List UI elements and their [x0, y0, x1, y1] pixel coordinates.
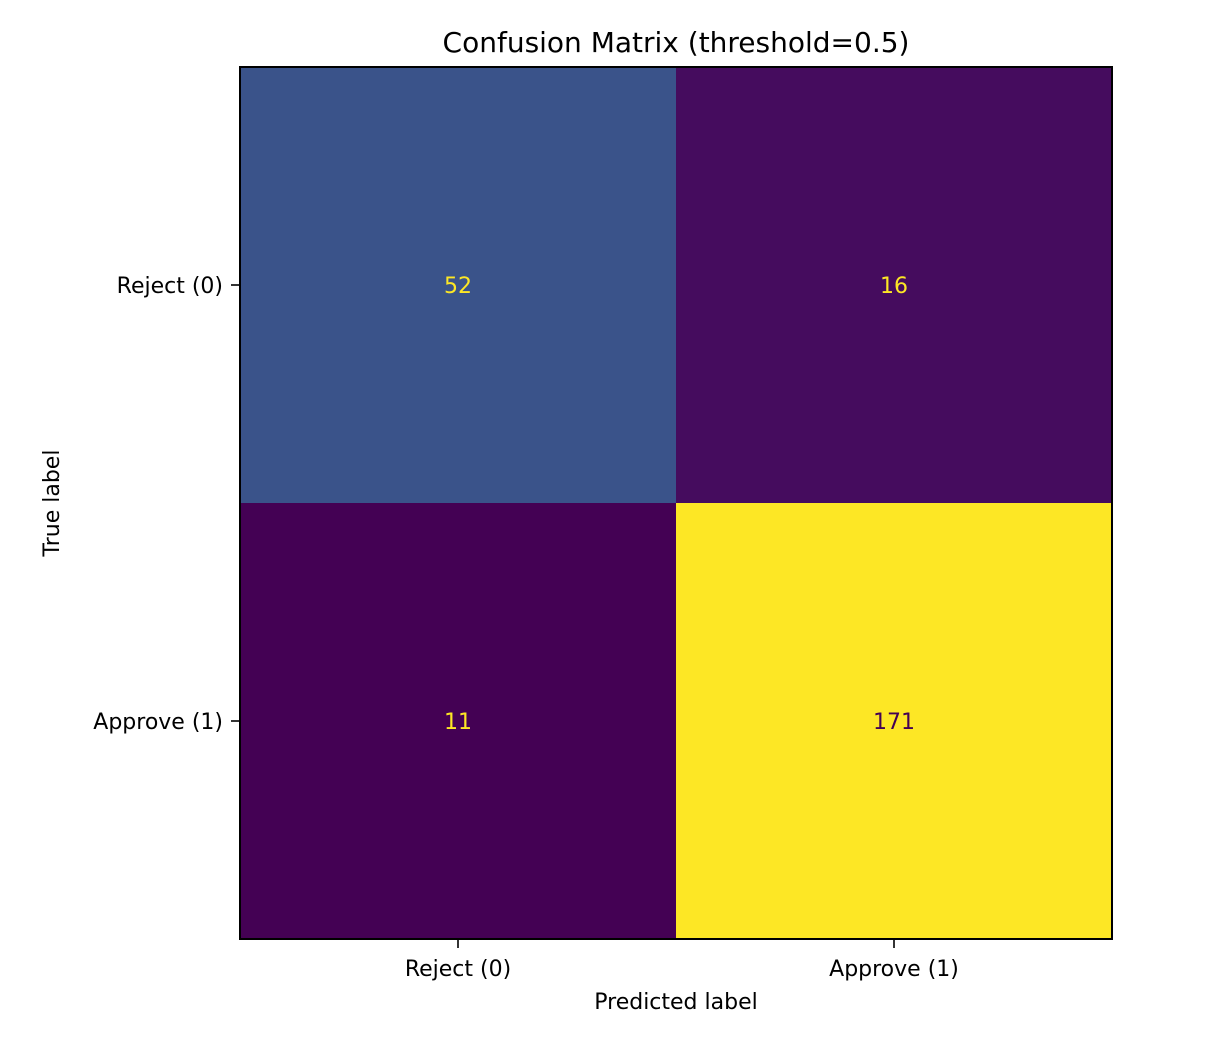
cell-value-label-r1-c0: 11 — [444, 710, 472, 735]
heatmap-cell-r1-c1 — [676, 503, 1113, 940]
heatmap-cells: 52 16 11 171 — [240, 67, 1113, 940]
y-tick-label-0: Reject (0) — [117, 274, 223, 299]
heatmap-cell-r0-c0 — [240, 67, 677, 504]
x-axis-ticks: Reject (0) Approve (1) — [405, 939, 959, 982]
y-axis-label: True label — [40, 450, 65, 558]
heatmap-cell-r0-c1 — [676, 67, 1113, 504]
y-axis-ticks: Reject (0) Approve (1) — [93, 274, 240, 735]
heatmap-cell-r1-c0 — [240, 503, 677, 940]
cell-value-label-r1-c1: 171 — [873, 710, 915, 735]
cell-value-label-r0-c0: 52 — [444, 274, 472, 299]
cell-value-label-r0-c1: 16 — [880, 274, 908, 299]
x-tick-label-0: Reject (0) — [405, 957, 511, 982]
y-tick-label-1: Approve (1) — [93, 710, 223, 735]
x-tick-label-1: Approve (1) — [829, 957, 959, 982]
chart-title: Confusion Matrix (threshold=0.5) — [443, 26, 910, 59]
x-axis-label: Predicted label — [594, 990, 757, 1015]
plot-frame — [239, 66, 1113, 940]
